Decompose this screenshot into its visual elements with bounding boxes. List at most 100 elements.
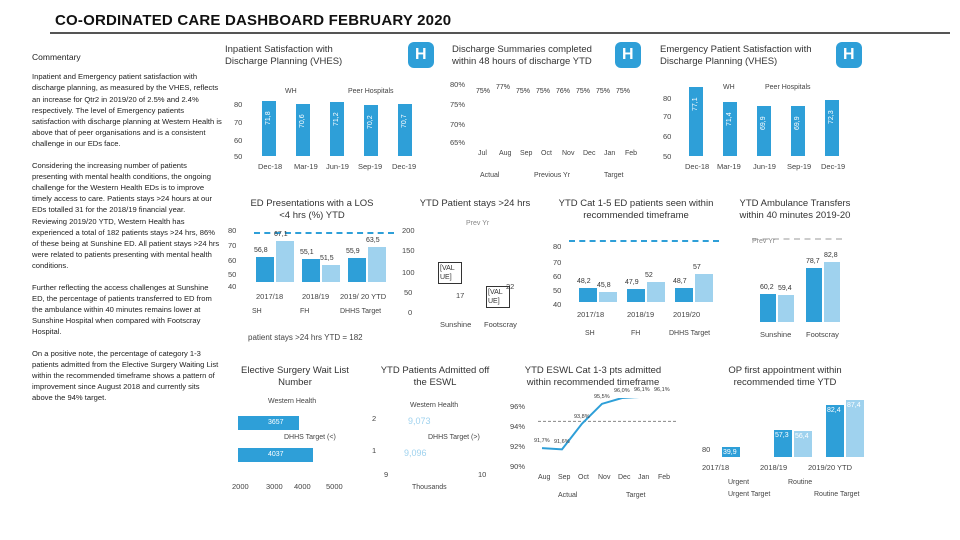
eswl-x-axis: Aug Sep Oct Nov Dec Jan Feb [538,474,688,486]
x-tick: Sep [520,150,533,157]
bar-label: 72,3 [828,109,835,124]
bar-label: 70,6 [299,114,306,128]
legend-target: Target [626,492,646,499]
bar [689,87,703,156]
bar [723,101,737,156]
bar-label: 56,4 [795,432,809,440]
eswl-line-svg [538,395,678,451]
legend-previous-yr: Previous Yr [534,172,571,179]
discharge-x-axis: Jul Aug Sep Oct Nov Dec Jan Feb [478,150,648,162]
bar [322,264,340,282]
bar [757,105,771,156]
y-tick: 70 [234,118,243,127]
bar [348,258,366,282]
bar [364,104,378,156]
bar-label: 51,5 [320,254,334,262]
y-tick: 70 [553,258,562,267]
discharge-summaries-chart: 80% 75% 70% 65% 75% 77% 75% 75% 76% 75% 75% 75%… [446,78,646,188]
bar [675,287,693,302]
hospital-logo-icon [408,42,434,68]
x-tick: 2018/19 [760,463,788,472]
x-tick: 4000 [294,482,311,491]
bar [238,416,299,430]
x-tick: Dec-19 [392,162,417,171]
x-tick: Sunshine [440,320,472,329]
x-tick: Nov [562,150,575,157]
x-tick: 10 [478,470,487,479]
legend-wh: WH [723,84,735,91]
bar [238,448,313,462]
x-tick: 2017/18 [702,463,730,472]
x-tick: Footscray [806,330,839,339]
eswl-cat13-chart: 96% 94% 92% 90% 91,7% 91,6% 93,8% 95,5% 96,0… [508,387,688,502]
wait-list-chart: Western Health 3657 4037 DHHS Target (<) … [228,398,388,498]
legend-sh: SH [252,308,262,315]
data-label: 96,1% [634,386,650,393]
y-tick: 80% [450,80,466,89]
inpatient-bars: 71,8 70,6 71,2 70,2 70,7 [258,80,438,156]
x-tick: Feb [658,474,671,481]
y-tick: 96% [510,402,526,411]
eswl-cat13-title: YTD ESWL Cat 1-3 pts admitted within rec… [524,365,662,388]
op-title: OP first appointment within recommended … [728,365,842,388]
y-tick: 50 [228,270,237,279]
commentary-panel: Commentary Inpatient and Emergency patie… [32,52,222,404]
y-tick: 60 [234,136,243,145]
data-label: 75% [536,88,551,95]
legend-actual: Actual [480,172,500,179]
commentary-paragraph-2: Considering the increasing number of pat… [32,160,220,271]
x-tick: Mar-19 [294,162,318,171]
bar-label: 55,1 [300,249,314,257]
x-tick: 2019/20 [673,310,701,319]
x-tick: 2017/18 [256,292,284,301]
y-tick: 100 [402,268,415,277]
hospital-logo-icon [615,42,641,68]
op-chart: 80 39,9 57,3 56,4 82,4 87,4 2017/18 2018/19 … [700,395,870,505]
bar [846,399,864,457]
bar-label: 47,9 [625,278,639,286]
bar-label: 56,8 [254,246,268,254]
x-tick: Jul [478,150,487,157]
x-tick: Sep-19 [358,162,383,171]
data-label: 77% [496,84,511,91]
x-tick: 2017/18 [577,310,605,319]
wait-list-bars: 3657 4037 [238,408,388,468]
y-tick: 70 [228,241,237,250]
data-label: 75% [616,88,631,95]
x-tick: 9 [384,470,389,479]
eswl-admitted-title: YTD Patients Admitted off the ESWL [380,365,490,388]
y-tick: 80 [553,242,562,251]
bar-label: 70,2 [367,115,374,129]
footscray-current-label: 17 [456,291,465,300]
bar-label: 60,2 [760,283,774,291]
legend-peer: Peer Hospitals [348,88,394,95]
data-label: 95,5% [594,393,610,400]
x-tick: Dec-19 [821,162,846,171]
bar [296,103,310,156]
dhhs-target-line [569,240,719,242]
commentary-heading: Commentary [32,52,81,62]
legend-peer: Peer Hospitals [765,84,811,91]
x-tick: Dec-18 [258,162,283,171]
y-tick: 40 [553,300,562,309]
bar-label: 69,9 [760,115,767,130]
bar [825,99,839,156]
x-tick: Jan [604,150,616,157]
y-tick: 94% [510,422,526,431]
x-tick: Aug [499,150,512,157]
x-tick: Footscray [484,320,517,329]
y-tick: 200 [402,226,415,235]
y-tick: 60 [663,132,672,141]
ed-los-bars: 56,8 67,1 55,1 51,5 55,9 63,5 [252,222,392,288]
data-label: 75% [596,88,611,95]
value-label: 9,096 [404,448,427,458]
value-label: 9,073 [408,416,431,426]
bar [368,246,386,282]
x-tick: 2018/19 [302,292,330,301]
category-label: 1 [372,446,377,455]
bar [791,105,805,156]
legend-dhhs-target: DHHS Target [340,308,382,315]
patient-stays-chart: Prev Yr 200 150 100 50 0 [VAL UE] 17 [VA… [400,214,540,329]
bar-label: 52 [645,272,653,280]
legend-urgent: Urgent [728,479,750,486]
